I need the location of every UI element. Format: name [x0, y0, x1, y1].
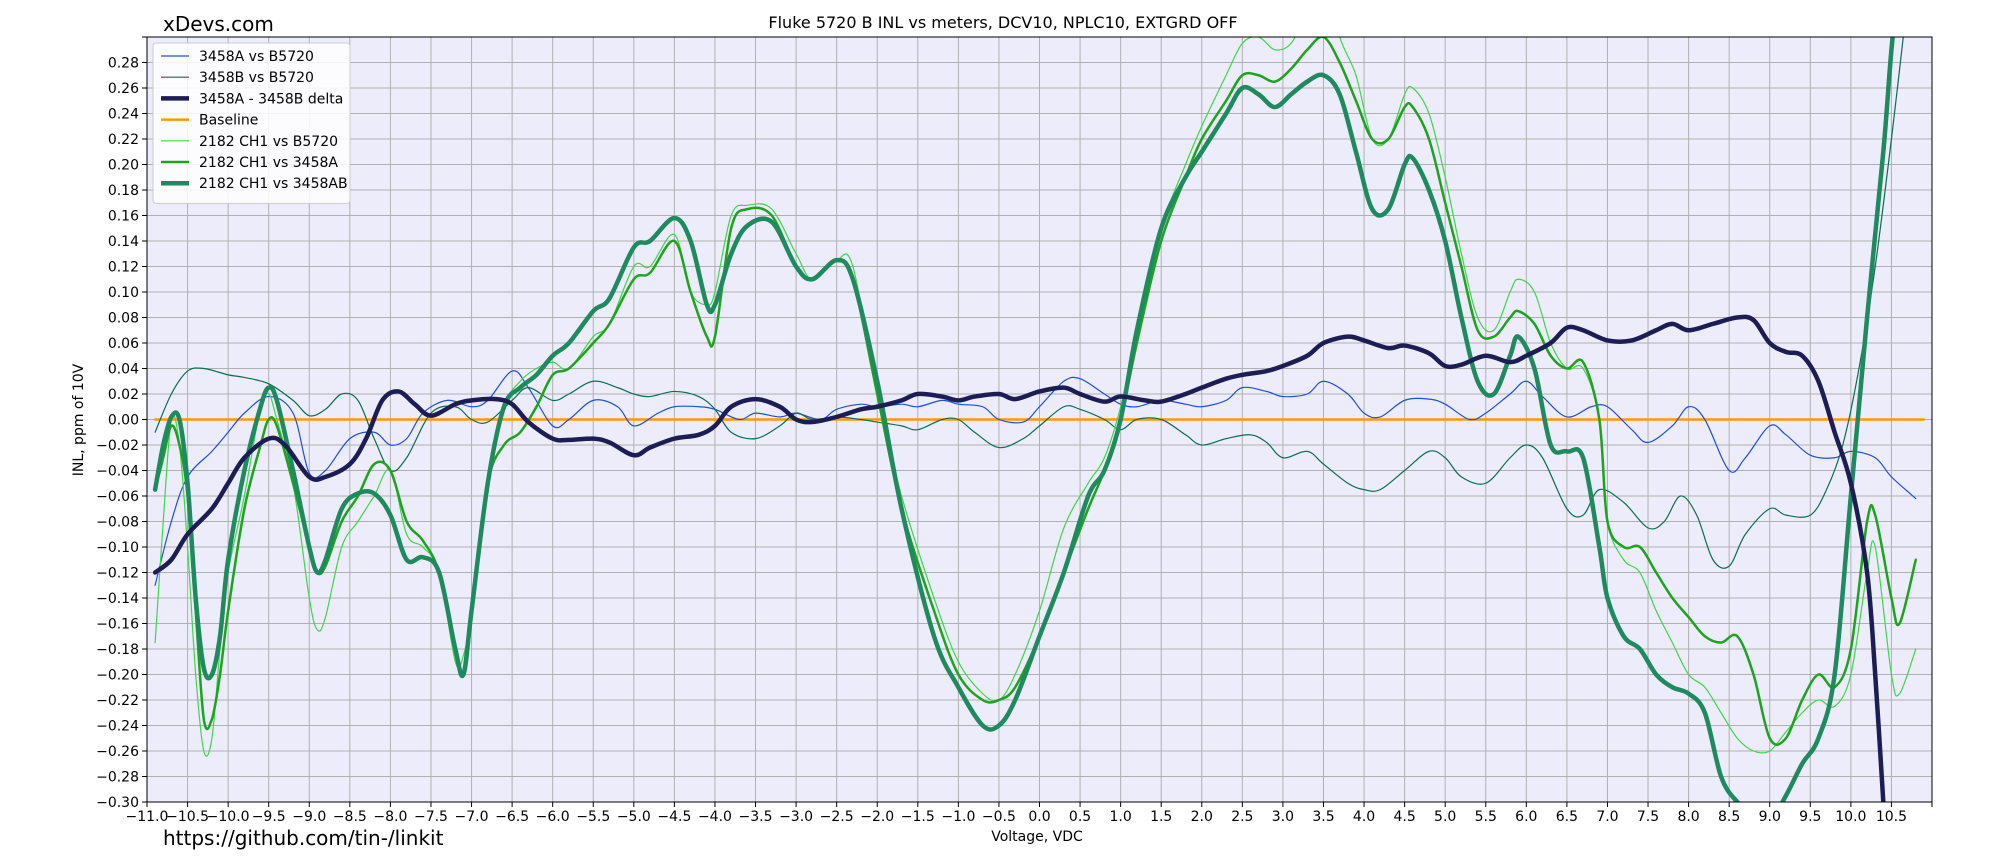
y-tick-label: 0.22	[108, 132, 139, 148]
x-tick-label: −8.0	[373, 809, 407, 825]
x-tick-label: 0.0	[1028, 809, 1050, 825]
y-tick-label: 0.12	[108, 260, 139, 276]
y-tick-label: −0.06	[96, 489, 139, 505]
legend-label: 3458A - 3458B delta	[199, 91, 343, 107]
x-tick-label: −1.0	[941, 809, 975, 825]
y-tick-label: −0.24	[96, 719, 139, 735]
x-tick-label: 3.5	[1312, 809, 1334, 825]
legend-label: 3458A vs B5720	[199, 49, 314, 65]
y-tick-label: 0.04	[108, 362, 139, 378]
y-tick-label: −0.16	[96, 617, 139, 633]
x-tick-label: 6.5	[1556, 809, 1578, 825]
x-tick-label: 3.0	[1272, 809, 1294, 825]
x-tick-label: 7.0	[1596, 809, 1618, 825]
legend-label: Baseline	[199, 113, 258, 129]
y-tick-label: −0.02	[96, 438, 139, 454]
series-line-2182-ch1-vs-3458ab	[152, 37, 1895, 802]
x-tick-label: 9.0	[1759, 809, 1781, 825]
x-tick-label: 8.5	[1718, 809, 1740, 825]
x-tick-label: 10.0	[1835, 809, 1866, 825]
y-tick-label: −0.18	[96, 642, 139, 658]
y-tick-label: −0.04	[96, 464, 139, 480]
x-tick-label: −6.5	[495, 809, 529, 825]
y-axis-label: INL, ppm of 10V	[71, 363, 87, 476]
x-tick-label: 9.5	[1799, 809, 1821, 825]
y-tick-label: 0.16	[108, 209, 139, 225]
x-tick-label: −4.0	[698, 809, 732, 825]
y-tick-label: −0.30	[96, 795, 139, 811]
y-tick-label: 0.24	[108, 107, 139, 123]
x-tick-label: −7.5	[414, 809, 448, 825]
y-tick-label: −0.10	[96, 540, 139, 556]
y-tick-label: 0.02	[108, 387, 139, 403]
y-tick-label: 0.08	[108, 311, 139, 327]
x-tick-label: −5.0	[617, 809, 651, 825]
x-tick-label: 5.0	[1434, 809, 1456, 825]
y-tick-label: −0.14	[96, 591, 139, 607]
brand-text: xDevs.com	[163, 12, 274, 36]
plot-frame	[146, 36, 1933, 803]
y-tick-label: 0.18	[108, 183, 139, 199]
series-line-3458a-3458b-delta	[152, 314, 1886, 802]
x-tick-label: −4.5	[657, 809, 691, 825]
x-tick-label: −9.5	[252, 809, 286, 825]
x-tick-label: 4.5	[1393, 809, 1415, 825]
x-tick-label: 1.0	[1110, 809, 1132, 825]
x-tick-label: −9.0	[292, 809, 326, 825]
x-tick-label: −7.0	[455, 809, 489, 825]
y-tick-label: −0.26	[96, 744, 139, 760]
footer-link[interactable]: https://github.com/tin-/linkit	[163, 826, 444, 850]
y-tick-label: −0.22	[96, 693, 139, 709]
x-tick-label: −10.5	[166, 809, 209, 825]
y-tick-label: 0.14	[108, 234, 139, 250]
y-tick-label: −0.12	[96, 566, 139, 582]
legend: 3458A vs B5720 3458B vs B5720 3458A - 3458…	[152, 42, 351, 204]
x-tick-label: 6.0	[1515, 809, 1537, 825]
x-tick-label: 5.5	[1475, 809, 1497, 825]
y-tick-label: 0.06	[108, 336, 139, 352]
legend-label: 2182 CH1 vs 3458A	[199, 155, 338, 171]
x-tick-label: 10.5	[1876, 809, 1907, 825]
y-tick-label: 0.00	[108, 413, 139, 429]
legend-label: 2182 CH1 vs 3458AB	[199, 176, 348, 192]
x-tick-label: −2.0	[860, 809, 894, 825]
x-tick-label: −3.5	[739, 809, 773, 825]
axis-ticks: −11.0−10.5−10.0 −9.5 −9.0 −8.5 −8.0 −7.5 −7.0−…	[96, 36, 1933, 825]
y-tick-label: 0.10	[108, 285, 139, 301]
legend-label: 2182 CH1 vs B5720	[199, 134, 338, 150]
y-tick-label: 0.26	[108, 81, 139, 97]
series-line-2182-ch1-vs-3458a	[153, 37, 1918, 746]
x-tick-label: −8.5	[333, 809, 367, 825]
series-line-3458b-vs-b5720	[154, 37, 1904, 569]
series-layer	[152, 37, 1926, 802]
x-tick-label: 2.5	[1231, 809, 1253, 825]
y-tick-label: −0.28	[96, 770, 139, 786]
x-tick-label: 8.0	[1677, 809, 1699, 825]
y-tick-label: 0.20	[108, 158, 139, 174]
chart-title: Fluke 5720 B INL vs meters, DCV10, NPLC1…	[768, 13, 1237, 32]
x-tick-label: 2.0	[1191, 809, 1213, 825]
legend-label: 3458B vs B5720	[199, 70, 314, 86]
legend-box	[152, 42, 351, 204]
x-tick-label: −10.0	[207, 809, 250, 825]
y-tick-label: −0.08	[96, 515, 139, 531]
x-tick-label: 0.5	[1069, 809, 1091, 825]
x-tick-label: 7.5	[1637, 809, 1659, 825]
x-tick-label: −1.5	[901, 809, 935, 825]
x-tick-label: −11.0	[126, 809, 169, 825]
x-tick-label: −2.5	[820, 809, 854, 825]
y-tick-label: 0.28	[108, 56, 139, 72]
x-tick-label: −0.5	[982, 809, 1016, 825]
x-tick-label: −3.0	[779, 809, 813, 825]
x-tick-label: −5.5	[576, 809, 610, 825]
y-tick-label: −0.20	[96, 668, 139, 684]
x-tick-label: −6.0	[536, 809, 570, 825]
series-line-3458a-vs-b5720	[154, 370, 1917, 586]
x-tick-label: 1.5	[1150, 809, 1172, 825]
x-tick-label: 4.0	[1353, 809, 1375, 825]
x-axis-label: Voltage, VDC	[991, 829, 1083, 845]
